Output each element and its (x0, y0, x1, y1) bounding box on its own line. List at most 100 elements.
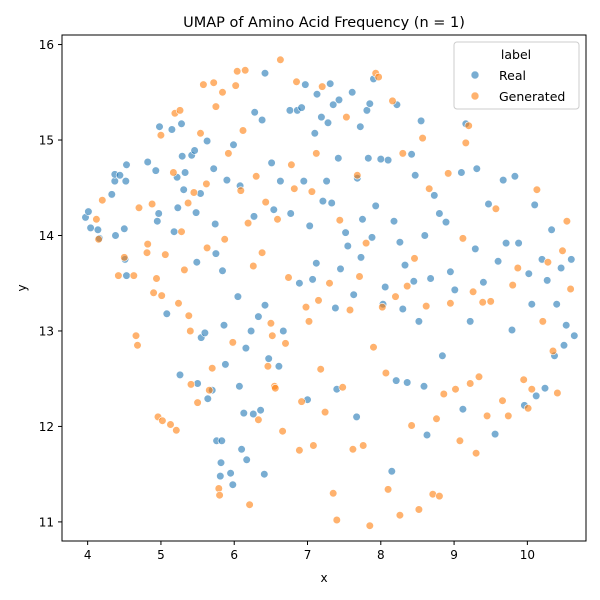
point-real (297, 103, 306, 112)
point-real (417, 116, 426, 125)
point-generated (548, 346, 558, 356)
point-real (122, 160, 131, 169)
point-real (441, 218, 451, 227)
point-real (329, 100, 338, 109)
point-generated (486, 297, 495, 306)
point-real (376, 155, 385, 164)
point-generated (422, 302, 431, 311)
point-generated (258, 248, 267, 257)
point-real (384, 156, 393, 165)
legend-label-real: Real (499, 68, 526, 83)
point-real (556, 263, 566, 273)
point-real (301, 80, 310, 89)
point-real (203, 394, 212, 403)
point-generated (199, 80, 208, 89)
point-real (276, 177, 285, 186)
point-real (218, 266, 227, 275)
point-generated (513, 263, 522, 273)
legend-title: label (501, 47, 531, 62)
point-real (237, 445, 246, 454)
x-axis-label: x (320, 571, 327, 585)
point-real (143, 157, 152, 167)
point-generated (276, 55, 285, 64)
point-real (552, 300, 561, 309)
point-real (348, 88, 357, 97)
point-generated (407, 421, 416, 430)
point-real (420, 231, 429, 240)
point-real (343, 241, 352, 251)
point-real (229, 140, 238, 149)
point-real (260, 69, 270, 78)
points-layer (81, 55, 579, 530)
point-generated (149, 288, 158, 297)
point-real (502, 239, 511, 248)
point-generated (374, 72, 383, 82)
point-generated (391, 292, 400, 301)
point-real (371, 201, 380, 210)
point-real (258, 115, 267, 125)
point-generated (157, 291, 166, 300)
point-generated (202, 179, 211, 188)
point-generated (532, 185, 542, 194)
point-real (264, 354, 273, 363)
point-real (260, 470, 269, 479)
point-real (254, 312, 263, 321)
point-real (547, 225, 556, 234)
point-generated (166, 420, 175, 429)
point-generated (491, 204, 501, 213)
point-generated (94, 235, 103, 244)
point-real (365, 99, 374, 108)
point-real (93, 225, 102, 234)
point-generated (161, 250, 170, 259)
point-generated (403, 282, 412, 291)
point-real (322, 177, 331, 186)
point-generated (158, 416, 167, 425)
point-real (318, 197, 328, 206)
point-real (308, 275, 317, 284)
y-tick-label: 14 (39, 229, 54, 243)
point-generated (268, 331, 277, 340)
point-real (249, 212, 259, 221)
point-generated (314, 296, 323, 305)
point-real (312, 259, 321, 268)
point-generated (196, 129, 205, 138)
point-generated (271, 384, 280, 393)
point-generated (562, 217, 572, 226)
point-real (507, 325, 517, 335)
point-real (494, 257, 503, 266)
point-real (358, 215, 367, 224)
point-real (323, 118, 333, 127)
point-real (295, 279, 304, 288)
point-real (532, 391, 541, 401)
point-real (510, 172, 520, 181)
point-real (499, 176, 508, 185)
point-generated (466, 379, 475, 388)
point-generated (332, 515, 341, 525)
point-generated (278, 427, 287, 436)
point-real (155, 122, 164, 131)
point-real (471, 244, 480, 253)
point-generated (312, 149, 321, 158)
point-real (241, 344, 250, 353)
point-generated (266, 319, 276, 328)
y-tick-label: 11 (39, 515, 54, 529)
point-real (514, 239, 523, 248)
point-generated (414, 505, 424, 514)
point-generated (469, 287, 478, 296)
point-generated (384, 485, 393, 494)
point-real (362, 106, 372, 115)
point-generated (133, 341, 142, 350)
point-generated (348, 445, 358, 454)
point-generated (241, 66, 250, 75)
point-real (430, 191, 439, 200)
point-generated (254, 415, 263, 424)
point-real (219, 321, 229, 330)
point-generated (220, 235, 229, 244)
point-generated (211, 102, 220, 111)
point-real (312, 90, 322, 99)
point-generated (98, 196, 107, 205)
point-real (274, 362, 284, 371)
point-real (249, 409, 258, 419)
point-generated (292, 77, 301, 86)
point-real (530, 200, 539, 209)
